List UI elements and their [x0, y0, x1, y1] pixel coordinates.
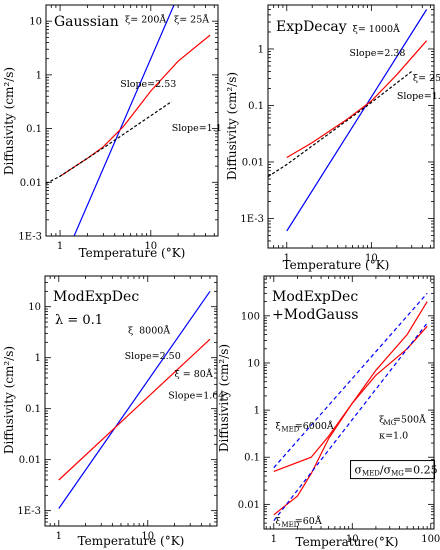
y-tick-label: 0.1 [248, 101, 264, 112]
sigma-ratio-label: σMED/σMG=0.25 [355, 464, 438, 478]
y-tick-label: 1 [258, 44, 264, 55]
series-line [58, 290, 211, 509]
panel-modexpdec-marks: 1 10 1E-3 0.01 0.1 1 10 ξ 8000Å Slope=2.50 ξ = 80Å… [17, 276, 224, 542]
sigma-subscript: MED [362, 470, 380, 478]
y-tick-label: 0.01 [19, 455, 41, 466]
annotation-label: =500Å [393, 413, 426, 425]
annotation-label: κ=1.0 [379, 430, 408, 441]
panel-gaussian-frame [45, 4, 219, 237]
panel-gaussian-marks: 1 10 1E-3 0.01 0.1 1 10 ξ= 200Å ξ= 25Å Slope=2.53… [18, 5, 222, 252]
annotation-label: MED [281, 426, 299, 434]
y-tick-label: 0.1 [26, 124, 42, 135]
annotation-label: MG [384, 419, 397, 427]
y-tick-label: 1 [254, 406, 260, 417]
x-tick-label: 10 [365, 253, 378, 264]
panel-modexpdec: 1 10 1E-3 0.01 0.1 1 10 ξ 8000Å Slope=2.50 ξ = 80Å… [2, 275, 224, 548]
x-tick-label: 10 [144, 241, 157, 252]
annotation-label: Slope=2.38 [349, 48, 405, 59]
series-line [58, 338, 211, 481]
annotation-label: ξ [128, 325, 133, 336]
panel-modexpdec-xlabel: Temperature (°K) [78, 534, 185, 548]
panel-expdecay-title: ExpDecay [276, 19, 347, 35]
annotation-label: ξ= 200Å [125, 13, 166, 25]
panel-modexpdec-ylabel: Diffusivity (cm²/s) [2, 346, 16, 454]
sigma-text: =0.25 [404, 464, 438, 477]
y-tick-label: 0.01 [20, 178, 42, 189]
panel-modexpdec-frame [44, 275, 218, 527]
sigma-text: σ [355, 464, 363, 477]
series-line [273, 301, 428, 472]
panel-modexpdec-title: ModExpDec [53, 289, 139, 305]
panel-expdecay-frame [267, 4, 435, 249]
panel-expdecay-marks: 1 10 1E-3 0.01 0.1 1 ξ= 1000Å Slope=2.38 ξ= 25Å S… [240, 5, 440, 264]
y-tick-label: 0.01 [242, 157, 264, 168]
x-tick-label: 1 [57, 241, 63, 252]
annotation-label: Slope=1.1 [172, 123, 222, 134]
series-line [46, 101, 173, 185]
panel-gaussian-title: Gaussian [54, 14, 119, 30]
sigma-subscript: MG [391, 470, 404, 478]
x-tick-label: 100 [421, 534, 440, 545]
series-line [73, 5, 175, 236]
x-tick-label: 1 [271, 534, 277, 545]
annotation-label: ξ [275, 516, 280, 527]
annotation-label: ξ= 25Å [174, 13, 209, 25]
annotation-label: MED [281, 521, 299, 529]
annotation-label: ξ [379, 414, 384, 425]
panel-expdecay-ylabel: Diffusivity (cm²/s) [225, 72, 239, 180]
series-line [286, 40, 428, 159]
annotation-label: ξ= 25Å [413, 72, 440, 84]
x-tick-label: 10 [141, 531, 154, 542]
panel-expdecay-xlabel: Temperature (°K) [283, 258, 390, 272]
series-line [59, 34, 211, 177]
series-line [273, 325, 428, 516]
annotation-label: 8000Å [139, 324, 170, 336]
panel-combined-xlabel: Temperature(°K) [296, 535, 399, 549]
panel-gaussian-ylabel: Diffusivity (cm²/s) [2, 67, 16, 175]
y-tick-label: 1 [36, 70, 42, 81]
x-tick-label: 10 [346, 534, 359, 545]
y-tick-label: 10 [28, 302, 41, 313]
annotation-label: ξ= 1000Å [353, 23, 400, 35]
annotation-label: =6000Å [295, 420, 334, 432]
annotation-label: Slope=2.50 [125, 351, 181, 362]
annotation-label: Slope=1.64 [168, 390, 224, 401]
y-tick-label: 1E-3 [240, 214, 264, 225]
annotation-label: =60Å [295, 515, 322, 527]
annotation-label: Slope=1.05 [397, 91, 440, 102]
y-tick-label: 10 [247, 358, 260, 369]
x-tick-label: 1 [56, 531, 62, 542]
y-tick-label: 1E-3 [17, 506, 41, 517]
y-tick-label: 1 [35, 353, 41, 364]
y-tick-label: 0.1 [25, 404, 41, 415]
panel-combined-frame [263, 275, 435, 530]
y-tick-label: 100 [241, 311, 260, 322]
annotation-label: ξ = 80Å [175, 368, 213, 380]
panel-gaussian: 1 10 1E-3 0.01 0.1 1 10 ξ= 200Å ξ= 25Å Slope=2.53… [2, 4, 222, 260]
y-tick-label: 10 [29, 17, 42, 28]
sigma-text: /σ [380, 464, 392, 477]
y-tick-label: 0.1 [244, 453, 260, 464]
annotation-label: Slope=2.53 [120, 79, 176, 90]
y-tick-label: 0.01 [238, 500, 260, 511]
annotation-label: ξ [275, 421, 280, 432]
panel-modexpdec-subtitle: λ = 0.1 [55, 313, 103, 328]
panel-gaussian-xlabel: Temperature (°K) [79, 246, 186, 260]
sigma-ratio-box [350, 460, 436, 480]
y-tick-label: 1E-3 [18, 232, 42, 243]
series-line [273, 292, 428, 469]
panel-combined-subtitle: +ModGauss [272, 307, 358, 323]
series-line [286, 9, 428, 232]
x-tick-label: 1 [284, 253, 290, 264]
panel-expdecay: 1 10 1E-3 0.01 0.1 1 ξ= 1000Å Slope=2.38 ξ= 25Å S… [225, 4, 440, 272]
panel-combined-title: ModExpDec [272, 289, 358, 305]
series-line [268, 70, 413, 178]
panel-combined-ylabel: Diffusivity (cm²/s) [217, 344, 231, 452]
